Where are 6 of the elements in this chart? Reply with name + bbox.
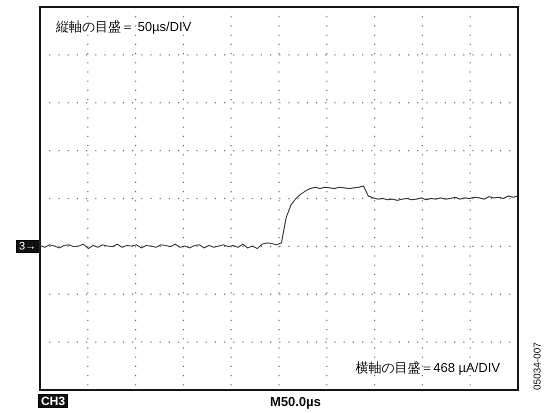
- text: 横軸の目盛＝468 µA/DIV: [355, 360, 500, 375]
- text: 3→: [19, 240, 36, 252]
- text: M50.0µs: [270, 394, 321, 409]
- text: 05034-007: [532, 342, 544, 390]
- text: CH3: [41, 394, 66, 408]
- text: 縦軸の目盛＝ 50µs/DIV: [55, 19, 192, 34]
